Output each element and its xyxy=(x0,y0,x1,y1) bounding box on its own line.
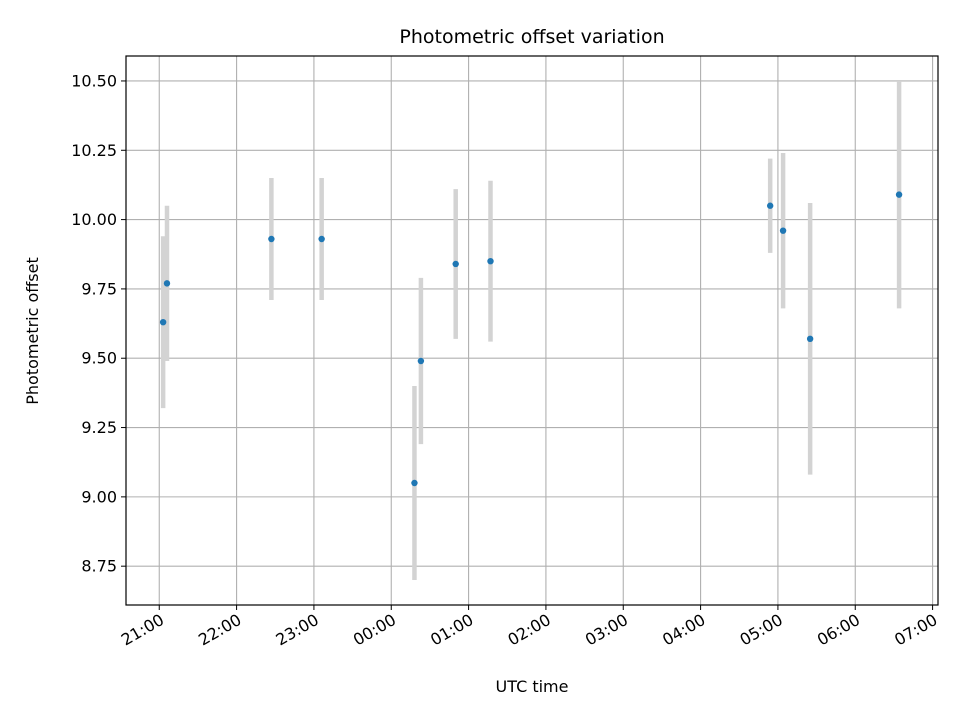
data-point xyxy=(487,257,494,265)
y-tick-label: 9.75 xyxy=(81,279,117,298)
x-axis-label: UTC time xyxy=(496,677,569,696)
data-point xyxy=(268,235,275,243)
data-point xyxy=(895,191,903,198)
data-point xyxy=(411,479,418,487)
grid xyxy=(126,56,938,605)
y-tick-label: 10.00 xyxy=(71,210,117,229)
chart-title: Photometric offset variation xyxy=(399,26,664,48)
plot-area xyxy=(126,56,938,605)
data-point xyxy=(318,235,325,243)
data-point xyxy=(163,280,171,287)
y-axis-label: Photometric offset xyxy=(23,257,42,405)
y-axis: 8.75 9.00 9.25 9.50 9.75 10.00 10.25 10.50 xyxy=(71,71,126,576)
data-point xyxy=(159,318,167,326)
y-tick-label: 9.50 xyxy=(81,349,117,368)
data-point xyxy=(779,227,787,234)
y-tick-label: 10.50 xyxy=(71,71,117,90)
y-tick-label: 9.00 xyxy=(81,487,117,506)
y-tick-label: 9.25 xyxy=(81,418,117,437)
data-point xyxy=(806,335,814,343)
y-tick-label: 10.25 xyxy=(71,141,117,160)
data-point xyxy=(452,260,459,268)
data-points xyxy=(159,191,903,487)
data-point xyxy=(417,357,425,365)
data-point xyxy=(766,202,774,209)
plot-frame xyxy=(125,55,939,606)
y-tick-label: 8.75 xyxy=(81,557,117,576)
